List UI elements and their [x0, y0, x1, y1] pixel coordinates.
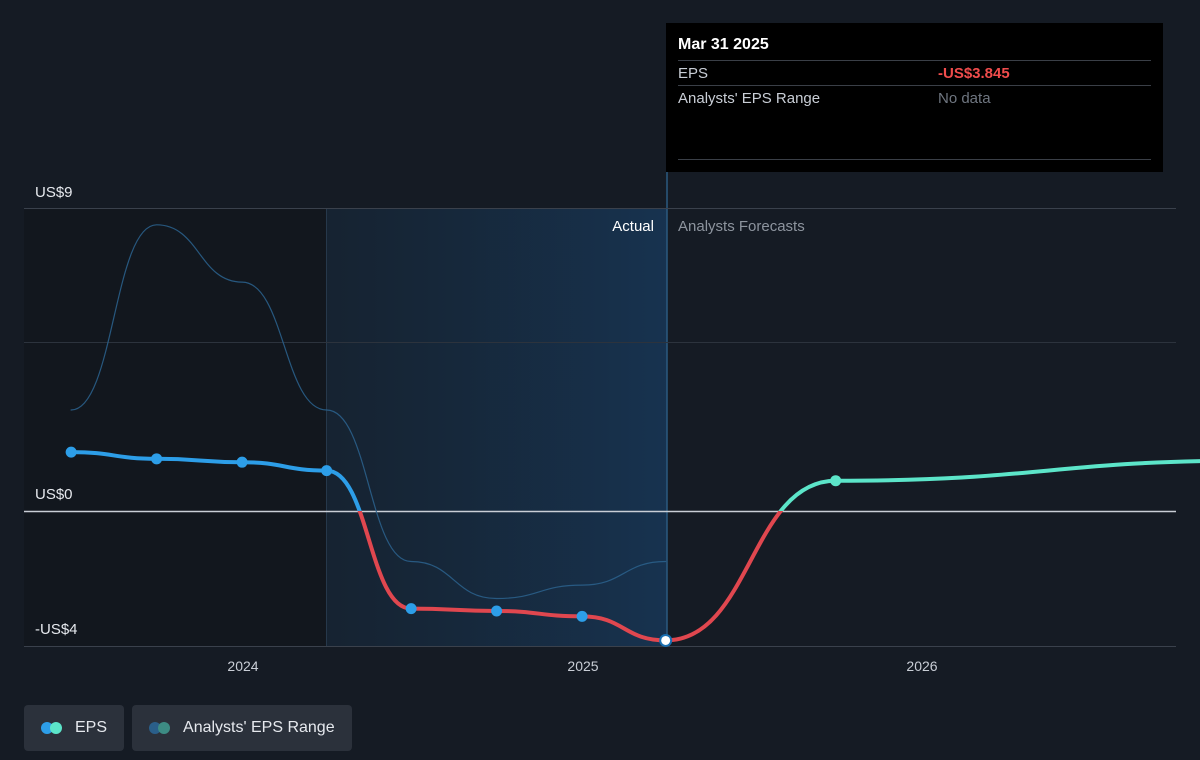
eps-line-positive	[69, 450, 362, 511]
tooltip-row-eps: EPS -US$3.845	[678, 60, 1151, 85]
tooltip-range-label: Analysts' EPS Range	[678, 89, 821, 107]
y-label-bottom: -US$4	[35, 621, 78, 638]
y-label-zero: US$0	[35, 486, 73, 503]
eps-point[interactable]	[491, 605, 503, 617]
eps-point[interactable]	[151, 453, 163, 465]
tooltip-eps-label: EPS	[678, 64, 709, 82]
tooltip-divider	[678, 159, 1151, 160]
forecast-point[interactable]	[830, 475, 842, 487]
tooltip-range-value: No data	[938, 89, 991, 107]
range-dots-icon	[149, 722, 173, 734]
eps-point[interactable]	[576, 610, 588, 622]
eps-point[interactable]	[65, 446, 77, 458]
forecast-line-negative	[663, 511, 784, 643]
eps-point[interactable]	[659, 633, 673, 647]
y-label-top: US$9	[35, 184, 73, 201]
x-tick-2024: 2024	[227, 658, 258, 674]
tooltip-row-range: Analysts' EPS Range No data	[678, 85, 1151, 110]
tooltip-date: Mar 31 2025	[678, 36, 769, 53]
eps-point[interactable]	[321, 465, 333, 477]
eps-range-line	[70, 224, 667, 600]
x-tick-2026: 2026	[906, 658, 937, 674]
actual-label: Actual	[612, 218, 654, 235]
past-region	[24, 208, 326, 647]
eps-chart: US$9 US$0 -US$4 Actual Analysts Forecast…	[24, 172, 1200, 674]
legend: EPS Analysts' EPS Range	[24, 705, 352, 751]
x-tick-2025: 2025	[567, 658, 598, 674]
legend-range-label: Analysts' EPS Range	[183, 719, 335, 736]
tooltip: Mar 31 2025 EPS -US$3.845 Analysts' EPS …	[666, 23, 1163, 172]
eps-point[interactable]	[405, 603, 417, 615]
legend-eps[interactable]: EPS	[24, 705, 125, 751]
legend-eps-range[interactable]: Analysts' EPS Range	[132, 705, 352, 751]
forecast-line-positive	[778, 459, 1200, 511]
eps-line-negative	[357, 511, 668, 643]
legend-eps-label: EPS	[75, 719, 108, 736]
actual-region	[326, 208, 667, 647]
eps-dots-icon	[41, 722, 65, 734]
series-layer	[65, 224, 1200, 647]
forecast-label: Analysts Forecasts	[678, 218, 805, 235]
eps-point[interactable]	[236, 456, 248, 468]
tooltip-eps-value: -US$3.845	[938, 64, 1010, 82]
